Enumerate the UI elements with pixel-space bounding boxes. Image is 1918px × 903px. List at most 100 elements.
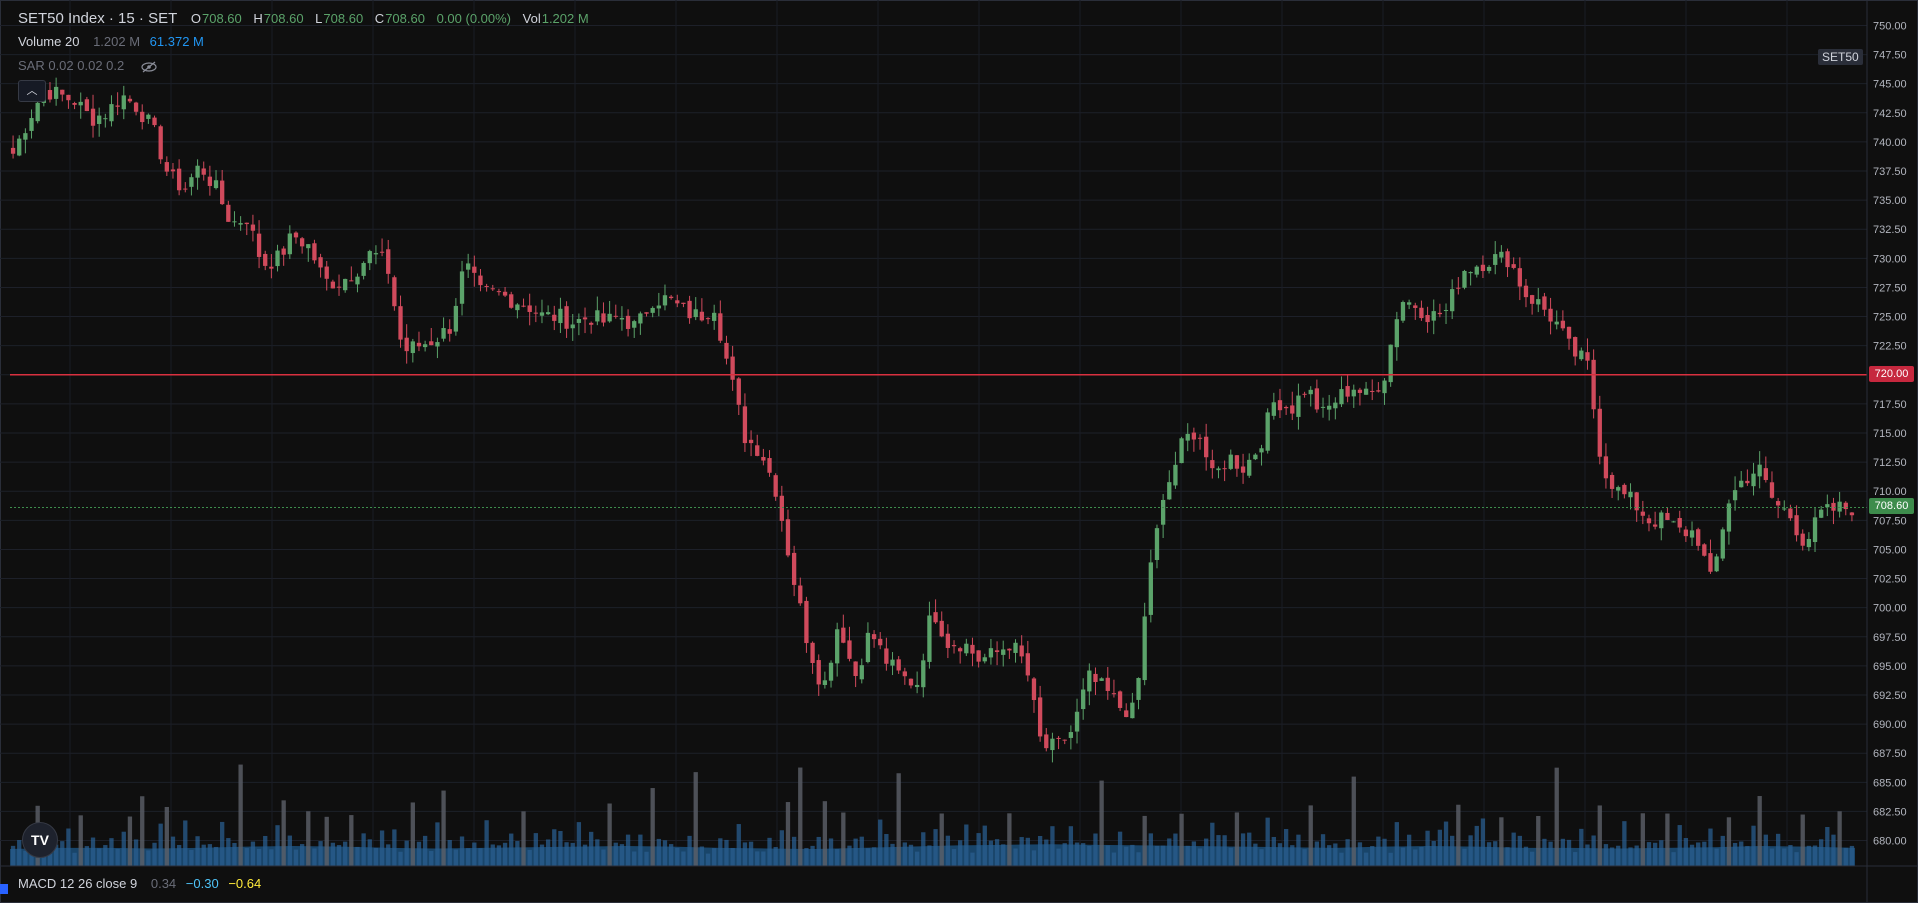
level-price-tag[interactable]: 720.00 <box>1869 366 1914 382</box>
candle-body <box>448 329 452 334</box>
price-axis[interactable]: 750.00 747.50 745.00 742.50 740.00 737.50 735.… <box>1873 20 1907 847</box>
candle-body <box>724 343 728 359</box>
candle-body <box>472 267 476 273</box>
chevron-up-icon[interactable]: ︿ <box>18 80 46 102</box>
volume-bar <box>823 801 827 866</box>
candle-body <box>712 313 716 321</box>
volume-bar <box>380 830 384 866</box>
volume-bar <box>1216 835 1220 866</box>
eye-off-icon[interactable] <box>140 61 158 73</box>
volume-bar <box>1118 832 1122 866</box>
symbol-title[interactable]: SET50 Index · 15 · SET <box>18 10 177 27</box>
candle-body <box>878 639 882 645</box>
candle-body <box>1579 351 1583 360</box>
volume-bar <box>724 840 728 866</box>
candle-body <box>1505 251 1509 267</box>
close-label: C <box>375 11 384 26</box>
main-legend[interactable]: SET50 Index · 15 · SET O708.60 H708.60 L… <box>18 10 597 27</box>
candle-body <box>36 103 40 121</box>
volume-bar <box>700 846 704 866</box>
volume-bar <box>448 840 452 866</box>
volume-bar <box>583 845 587 866</box>
volume-bar <box>294 850 298 866</box>
volume-bar <box>1364 853 1368 866</box>
candle-body <box>1143 616 1147 680</box>
candle-body <box>398 306 402 339</box>
candle-body <box>534 313 538 314</box>
volume-bar <box>1831 835 1835 866</box>
volume-bar <box>1358 842 1362 866</box>
volume-bar <box>958 840 962 866</box>
macd-legend[interactable]: MACD 12 26 close 9 0.34 −0.30 −0.64 <box>18 876 265 891</box>
candle-body <box>1512 264 1516 268</box>
volume-bar <box>325 817 329 866</box>
candle-body <box>983 657 987 661</box>
volume-bar <box>1776 834 1780 866</box>
volume-layer <box>10 765 1855 866</box>
tradingview-logo-icon[interactable]: TV <box>22 822 58 858</box>
volume-bar <box>1555 768 1559 866</box>
candle-body <box>97 116 101 124</box>
volume-bar <box>17 840 21 866</box>
volume-bar <box>755 851 759 866</box>
volume-bar <box>1635 846 1639 866</box>
candle-body <box>927 615 931 661</box>
volume-bar <box>847 846 851 866</box>
volume-bar <box>1370 846 1374 866</box>
volume-bar <box>534 833 538 866</box>
candle-body <box>767 458 771 473</box>
volume-legend[interactable]: Volume 20 1.202 M 61.372 M <box>18 34 208 49</box>
candle-body <box>232 221 236 222</box>
volume-bar <box>712 848 716 866</box>
candle-body <box>1665 513 1669 520</box>
candle-body <box>411 341 415 353</box>
volume-bar <box>577 822 581 866</box>
volume-bar <box>841 813 845 866</box>
volume-bar <box>1801 815 1805 866</box>
volume-bar <box>651 788 655 866</box>
open-value: 708.60 <box>202 11 242 26</box>
volume-bar <box>1475 826 1479 866</box>
scroll-marker[interactable] <box>0 884 8 894</box>
volume-bar <box>115 849 119 866</box>
volume-bar <box>1653 843 1657 866</box>
candle-body <box>1136 678 1140 700</box>
y-tick-label: 695.00 <box>1873 661 1907 673</box>
volume-bar <box>761 851 765 866</box>
volume-bar <box>97 848 101 866</box>
candle-body <box>115 106 119 107</box>
candle-body <box>355 277 359 285</box>
candle-body <box>1358 390 1362 393</box>
macd-value: 0.34 <box>151 876 176 891</box>
candle-body <box>294 233 298 238</box>
candle-body <box>528 305 532 312</box>
macd-indicator-name[interactable]: MACD 12 26 close 9 <box>18 876 137 891</box>
macd-hist-value: −0.64 <box>228 876 261 891</box>
volume-bar <box>1407 835 1411 866</box>
volume-bar <box>657 839 661 866</box>
candle-body <box>484 286 488 287</box>
candle-body <box>1106 678 1110 691</box>
volume-bar <box>79 815 83 866</box>
candle-body <box>1764 468 1768 480</box>
volume-indicator-name[interactable]: Volume 20 <box>18 34 79 49</box>
sar-legend[interactable]: SAR 0.02 0.02 0.2 <box>18 58 158 73</box>
volume-bar <box>109 838 113 866</box>
candle-body <box>1432 311 1436 321</box>
candle-body <box>1192 433 1196 440</box>
candle-body <box>564 306 568 329</box>
candle-body <box>638 313 642 323</box>
volume-bar <box>1462 849 1466 866</box>
candle-body <box>1044 734 1048 748</box>
candle-body <box>1561 321 1565 329</box>
candle-body <box>1751 474 1755 487</box>
sar-indicator-name[interactable]: SAR 0.02 0.02 0.2 <box>18 58 124 73</box>
candle-body <box>1807 539 1811 547</box>
volume-bar <box>1721 836 1725 866</box>
volume-bar <box>1309 805 1313 866</box>
y-tick-label: 702.50 <box>1873 574 1907 586</box>
y-tick-label: 710.00 <box>1873 486 1907 498</box>
candle-body <box>503 292 507 296</box>
volume-bar <box>632 851 636 866</box>
